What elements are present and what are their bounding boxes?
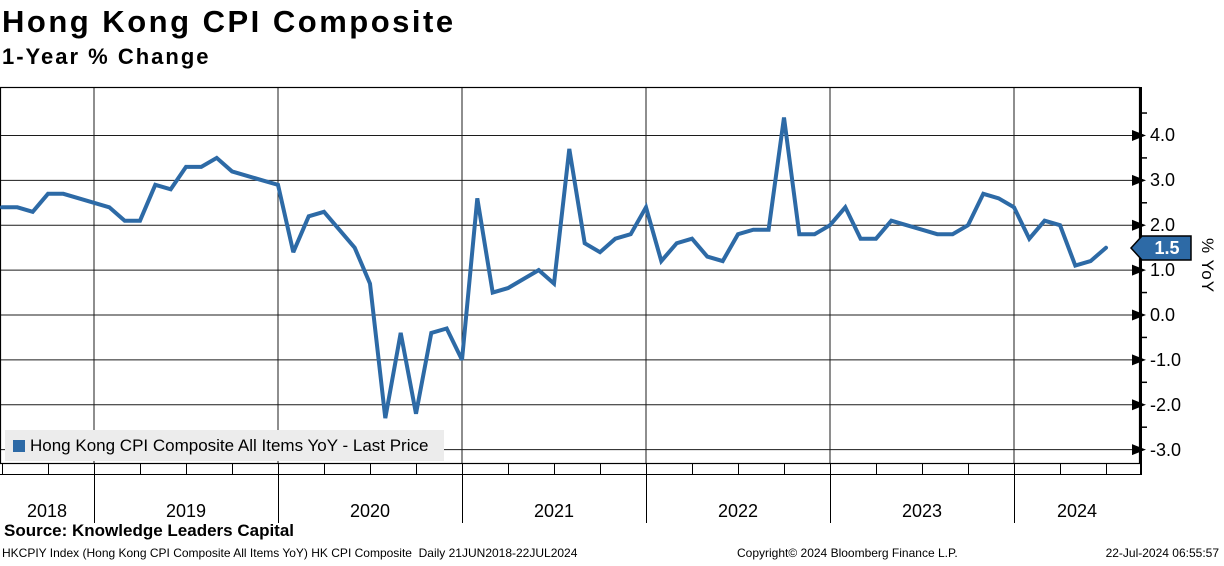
- y-tick-label: 2.0: [1150, 215, 1176, 236]
- x-tick-label: 2019: [165, 501, 207, 521]
- y-tick-label: -1.0: [1150, 349, 1182, 370]
- plot-area[interactable]: [0, 86, 1147, 465]
- last-price-tag-shape: [1129, 235, 1192, 261]
- source-line: Source: Knowledge Leaders Capital: [4, 521, 295, 540]
- legend-label: Hong Kong CPI Composite All Items YoY - …: [30, 435, 429, 455]
- year-separator-tick: [646, 464, 647, 523]
- quarter-tick: [416, 464, 417, 474]
- y-tick-label: 3.0: [1150, 170, 1176, 191]
- y-axis-line: [1140, 87, 1142, 475]
- y-tick-label: 0.0: [1150, 304, 1176, 325]
- quarter-tick: [232, 464, 233, 474]
- footer-security: HKCPIY Index (Hong Kong CPI Composite Al…: [2, 546, 578, 560]
- last-price-tag[interactable]: 1.5: [1129, 234, 1193, 262]
- year-separator-tick: [1014, 464, 1015, 523]
- quarter-tick: [370, 464, 371, 474]
- year-separator-tick: [278, 464, 279, 523]
- footer-timestamp: 22-Jul-2024 06:55:57: [1105, 546, 1219, 560]
- x-tick-label: 2020: [349, 501, 391, 521]
- quarter-tick: [600, 464, 601, 474]
- x-tick-label: 2023: [901, 501, 943, 521]
- x-tick-label: 2024: [1056, 501, 1098, 521]
- quarter-tick: [968, 464, 969, 474]
- y-axis-label: % YoY: [1198, 238, 1217, 294]
- y-tick-label: -2.0: [1150, 394, 1182, 415]
- x-tick-label: 2021: [533, 501, 575, 521]
- footer: HKCPIY Index (Hong Kong CPI Composite Al…: [0, 546, 1224, 562]
- quarter-tick: [324, 464, 325, 474]
- chart-title: Hong Kong CPI Composite: [2, 4, 456, 39]
- x-tick-label: 2018: [26, 501, 68, 521]
- chart-subtitle: 1-Year % Change: [2, 44, 211, 69]
- y-tick-label: 1.0: [1150, 260, 1176, 281]
- y-tick-label: 4.0: [1150, 125, 1176, 146]
- quarter-tick: [554, 464, 555, 474]
- quarter-tick: [186, 464, 187, 474]
- quarter-tick: [140, 464, 141, 474]
- quarter-tick: [922, 464, 923, 474]
- x-axis-line: [0, 474, 1141, 475]
- legend[interactable]: Hong Kong CPI Composite All Items YoY - …: [5, 430, 445, 461]
- last-price-value: 1.5: [1154, 238, 1180, 258]
- legend-swatch-icon: [13, 439, 25, 452]
- x-tick-label: 2022: [717, 501, 759, 521]
- quarter-tick: [1060, 464, 1061, 474]
- quarter-tick: [784, 464, 785, 474]
- quarter-tick: [2, 464, 3, 474]
- year-separator-tick: [830, 464, 831, 523]
- quarter-tick: [48, 464, 49, 474]
- quarter-tick: [692, 464, 693, 474]
- quarter-tick: [738, 464, 739, 474]
- year-separator-tick: [94, 464, 95, 523]
- year-separator-tick: [462, 464, 463, 523]
- quarter-tick: [876, 464, 877, 474]
- quarter-tick: [1106, 464, 1107, 474]
- footer-copyright: Copyright© 2024 Bloomberg Finance L.P.: [737, 546, 958, 560]
- y-tick-label: -3.0: [1150, 439, 1182, 460]
- quarter-tick: [508, 464, 509, 474]
